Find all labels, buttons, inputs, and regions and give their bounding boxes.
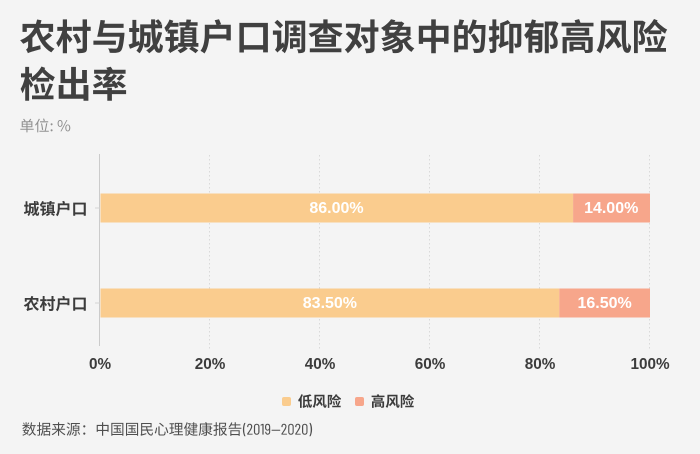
svg-text:0%: 0%: [89, 356, 112, 373]
svg-text:14.00%: 14.00%: [584, 200, 638, 217]
svg-text:40%: 40%: [305, 356, 336, 373]
svg-text:16.50%: 16.50%: [577, 295, 631, 312]
svg-text:83.50%: 83.50%: [303, 295, 357, 312]
svg-text:20%: 20%: [195, 356, 226, 373]
svg-text:80%: 80%: [525, 356, 556, 373]
svg-text:60%: 60%: [415, 356, 446, 373]
svg-text:86.00%: 86.00%: [309, 200, 363, 217]
svg-text:100%: 100%: [630, 356, 670, 373]
